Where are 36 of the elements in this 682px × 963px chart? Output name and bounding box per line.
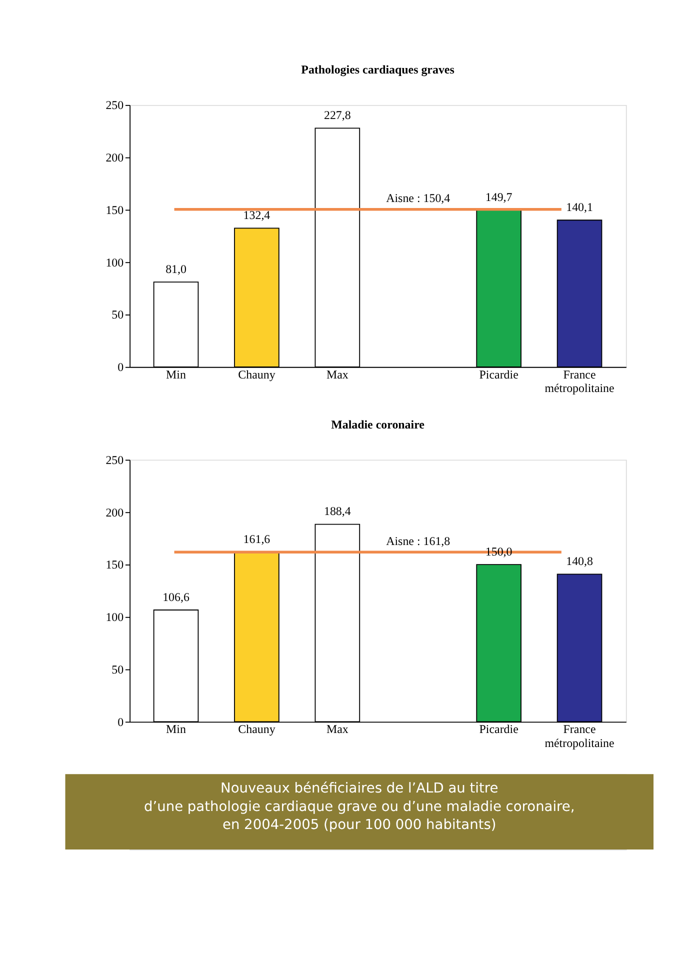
data-label: 188,4 (324, 504, 351, 518)
data-label: 106,6 (162, 590, 190, 604)
data-label: 149,7 (485, 190, 512, 204)
y-tick-label: 150 (106, 558, 124, 572)
y-tick-label: 0 (118, 360, 124, 374)
data-label: 140,8 (566, 554, 593, 568)
x-tick-label: France métropolitaine (544, 367, 614, 396)
text: Nouveaux bénéficiaires de l’ALD au titre d’une pathologie cardiaque grave ou d’une maladie coronaire, en 2004-2005 (pour 100 000 habitants) (144, 780, 575, 834)
y-tick-label: 150 (106, 202, 124, 217)
y-tick-label: 100 (106, 610, 124, 624)
x-tick-label: Min (166, 722, 186, 736)
y-tick-label: 0 (118, 714, 124, 729)
chart-title: Maladie coronaire (331, 417, 424, 432)
x-tick-label: Picardie (479, 367, 518, 382)
y-tick-label: 100 (106, 255, 124, 270)
data-label: 132,4 (243, 208, 270, 222)
y-tick-label: 250 (106, 452, 124, 467)
data-label: 140,1 (566, 200, 593, 214)
y-tick-label: 250 (106, 98, 124, 112)
y-tick-label: 50 (112, 662, 124, 676)
ref-line-label: Aisne : 150,4 (386, 190, 450, 205)
data-label: 161,6 (243, 532, 270, 546)
data-label: 227,8 (324, 108, 351, 122)
ref-line-label: Aisne : 161,8 (386, 534, 450, 548)
x-tick-label: Picardie (479, 722, 518, 736)
x-tick-label: Max (326, 722, 348, 736)
x-tick-label: Max (326, 367, 348, 382)
y-tick-label: 50 (112, 308, 124, 322)
data-label: 81,0 (166, 262, 186, 276)
y-tick-label: 200 (106, 150, 124, 164)
y-tick-label: 200 (106, 505, 124, 520)
x-tick-label: Chauny (238, 367, 276, 382)
x-tick-label: France métropolitaine (544, 722, 614, 750)
x-tick-label: Chauny (238, 722, 276, 736)
x-tick-label: Min (166, 367, 186, 382)
chart-title: Pathologies cardiaques graves (301, 62, 455, 77)
